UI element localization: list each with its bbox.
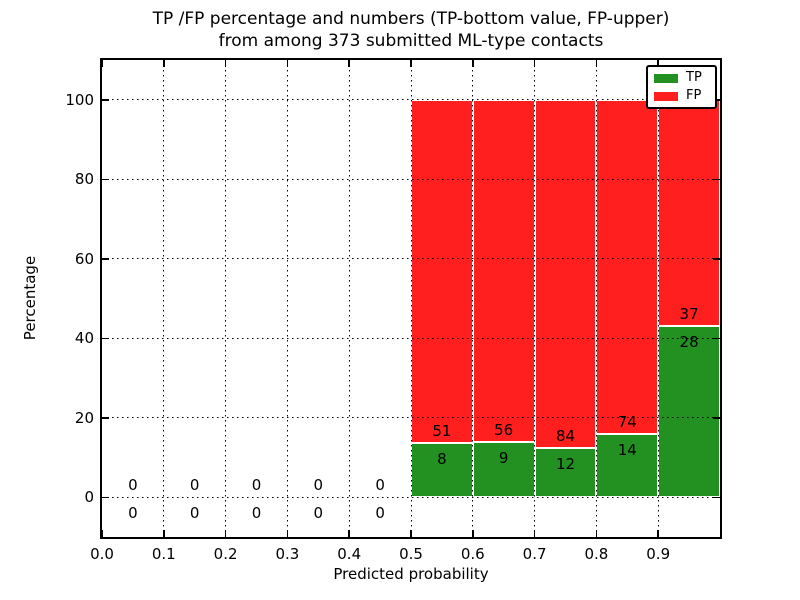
- tp-color-swatch: [654, 73, 678, 83]
- x-tick-label: 0.3: [275, 545, 300, 563]
- x-tick-label: 0.6: [460, 545, 485, 563]
- x-axis-label: Predicted probability: [333, 565, 489, 583]
- chart-title-line-1: TP /FP percentage and numbers (TP-bottom…: [152, 9, 670, 29]
- fp-color-swatch: [654, 91, 678, 101]
- y-tick-label: 40: [74, 329, 94, 348]
- legend-label-tp: TP: [686, 70, 702, 85]
- y-tick-label: 100: [65, 90, 94, 109]
- legend-entry-fp: FP: [654, 89, 709, 103]
- x-tick-label: 0.7: [522, 545, 547, 563]
- chart-title: TP /FP percentage and numbers (TP-bottom…: [102, 8, 720, 52]
- legend-label-fp: FP: [686, 88, 702, 103]
- x-tick-label: 0.5: [399, 545, 423, 563]
- x-tick-label: 0.9: [646, 545, 671, 563]
- y-axis-label: Percentage: [21, 255, 39, 341]
- x-tick-label: 0.2: [213, 545, 238, 563]
- x-tick-label: 0.0: [90, 545, 114, 563]
- legend: TP FP: [646, 65, 717, 109]
- y-tick-label: 80: [74, 170, 94, 189]
- plot-area: [100, 58, 722, 539]
- y-tick-label: 20: [74, 408, 94, 427]
- y-tick-label: 60: [74, 249, 94, 268]
- x-tick-label: 0.1: [151, 545, 176, 563]
- chart-title-line-2: from among 373 submitted ML-type contact…: [218, 31, 604, 51]
- x-tick-label: 0.8: [584, 545, 609, 563]
- y-tick-label: 0: [84, 488, 94, 507]
- legend-entry-tp: TP: [654, 71, 709, 85]
- x-tick-label: 0.4: [337, 545, 362, 563]
